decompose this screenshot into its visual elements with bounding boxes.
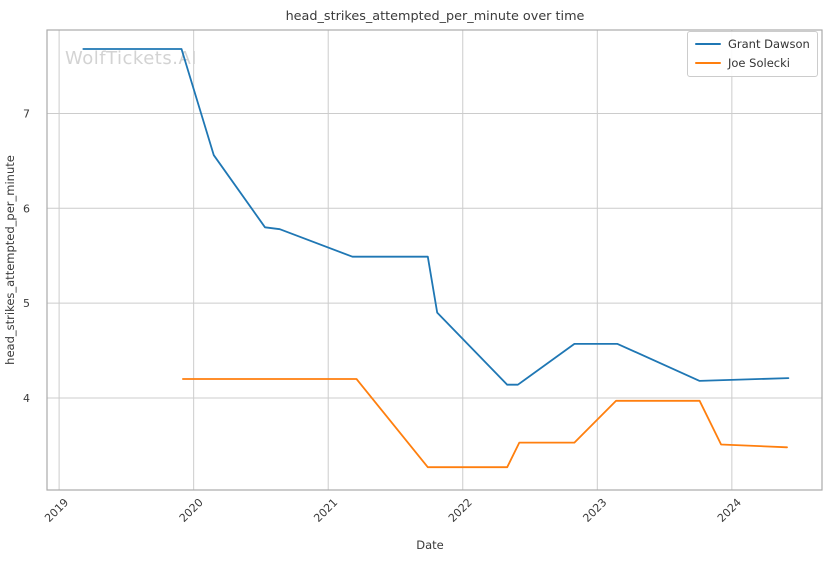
grid-layer: [47, 30, 822, 490]
y-tick-labels: 4 5 6 7: [23, 107, 30, 405]
legend-line-sample: [695, 42, 721, 46]
legend: Grant Dawson Joe Solecki: [687, 31, 818, 77]
legend-line-sample: [695, 61, 721, 65]
x-tick-label: 2024: [715, 496, 744, 525]
y-tick-label: 6: [23, 202, 30, 215]
y-tick-label: 4: [23, 392, 30, 405]
legend-label: Joe Solecki: [728, 56, 790, 70]
plot-border: [46, 29, 823, 491]
x-tick-labels: 2019 2020 2021 2022 2023 2024: [42, 496, 744, 525]
x-tick-label: 2022: [446, 496, 475, 525]
legend-label: Grant Dawson: [728, 37, 810, 51]
chart-title: head_strikes_attempted_per_minute over t…: [286, 9, 585, 24]
series-line-grant-dawson: [82, 48, 790, 386]
x-tick-label: 2021: [311, 496, 340, 525]
y-axis-label: head_strikes_attempted_per_minute: [3, 155, 17, 365]
legend-entry-joe-solecki: Joe Solecki: [695, 56, 809, 70]
x-axis-label: Date: [416, 538, 444, 552]
x-tick-label: 2019: [42, 496, 71, 525]
watermark: WolfTickets.AI: [65, 48, 197, 69]
y-tick-label: 5: [23, 297, 30, 310]
x-tick-label: 2023: [580, 496, 609, 525]
series-line-joe-solecki: [181, 378, 788, 469]
x-tick-label: 2020: [177, 496, 206, 525]
legend-entry-grant-dawson: Grant Dawson: [695, 37, 810, 51]
y-tick-label: 7: [23, 107, 30, 120]
series-layer: [82, 48, 790, 469]
